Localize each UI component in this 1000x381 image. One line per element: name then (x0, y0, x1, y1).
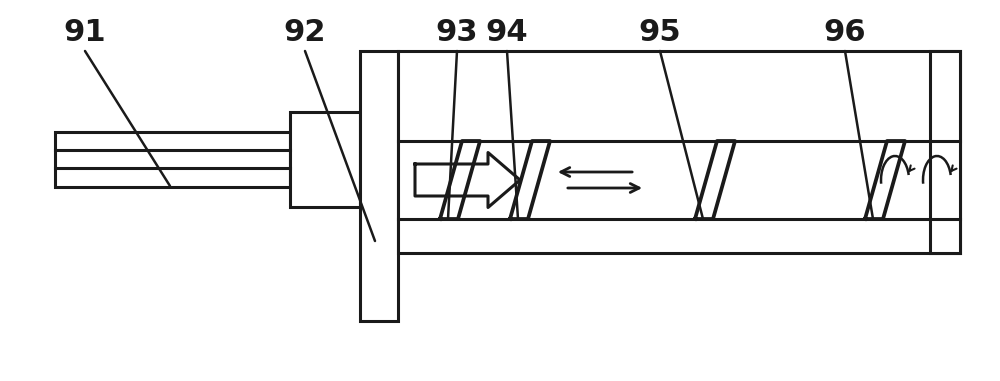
Text: 91: 91 (64, 18, 106, 47)
Text: 94: 94 (486, 18, 528, 47)
Bar (290, 112, 360, 207)
Text: 93: 93 (436, 18, 478, 47)
Text: 96: 96 (824, 18, 866, 47)
Text: 95: 95 (639, 18, 681, 47)
Bar (398, 51, 960, 253)
Bar (930, 51, 960, 253)
Bar (55, 131, 290, 187)
Bar (360, 51, 398, 321)
Text: 92: 92 (284, 18, 326, 47)
